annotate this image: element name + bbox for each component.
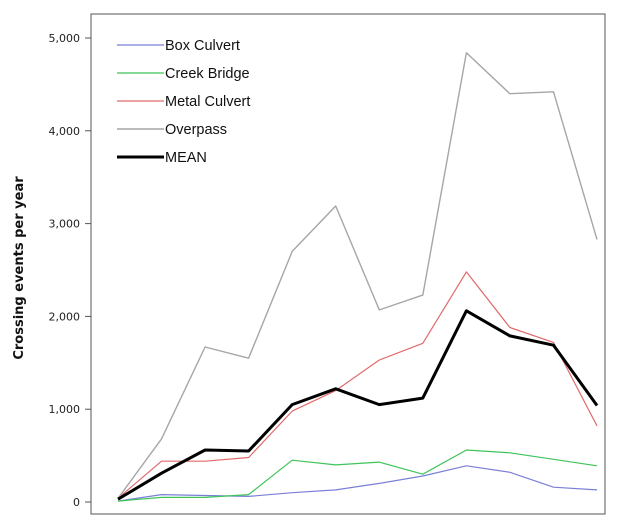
y-axis-label: Crossing events per year	[12, 176, 27, 360]
legend: Box Culvert Creek Bridge Metal Culvert Over…	[117, 38, 250, 166]
y-tick-label: 5,000	[49, 32, 81, 45]
legend-label: Box Culvert	[165, 38, 240, 54]
series-line-metal-culvert	[117, 271, 598, 499]
y-tick-label: 3,000	[49, 218, 81, 231]
y-tick-label: 0	[73, 496, 80, 509]
legend-label: Overpass	[165, 122, 227, 138]
y-tick-label: 4,000	[49, 125, 81, 138]
series-line-box-culvert	[117, 465, 598, 502]
series-lines	[117, 52, 599, 502]
legend-label: MEAN	[165, 150, 207, 166]
y-tick-label: 2,000	[49, 310, 81, 323]
series-line-creek-bridge	[117, 449, 598, 502]
y-tick-label: 1,000	[49, 403, 81, 416]
series-line-overpass	[117, 52, 598, 499]
y-axis-ticks: 0 1,000 2,000 3,000 4,000 5,000	[49, 32, 91, 509]
legend-label: Metal Culvert	[165, 94, 250, 110]
plot-frame	[90, 13, 606, 515]
legend-label: Creek Bridge	[165, 66, 250, 82]
series-line-mean	[117, 309, 599, 501]
